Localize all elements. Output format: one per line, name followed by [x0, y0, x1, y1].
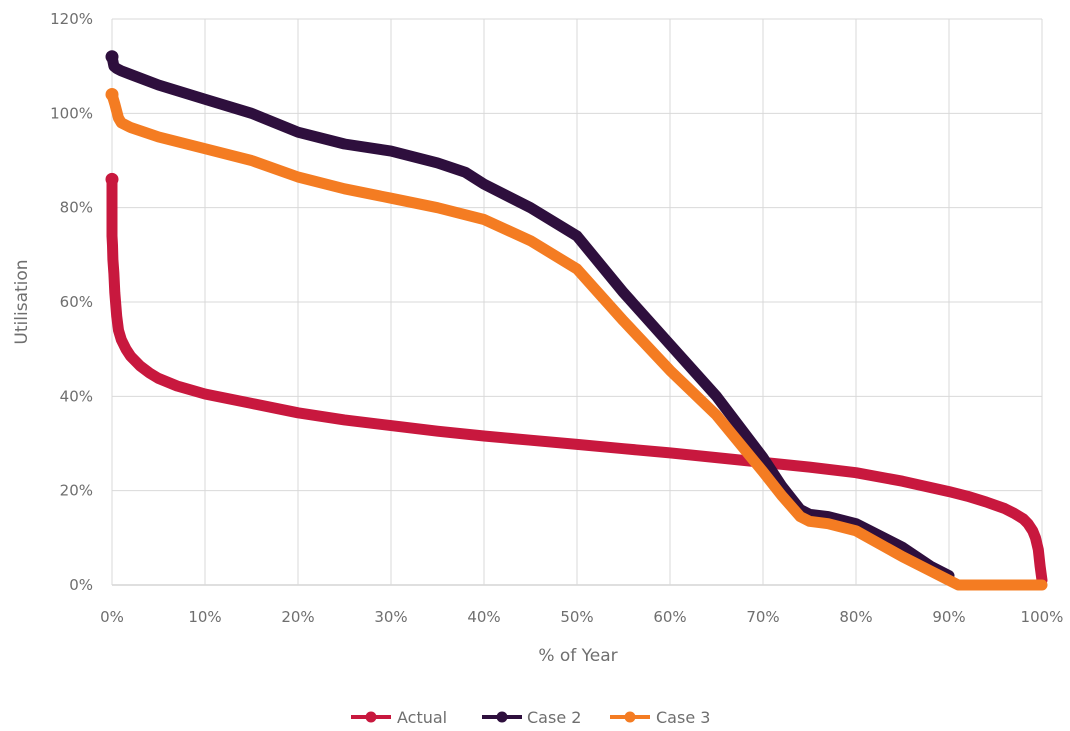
legend-label: Case 3: [656, 708, 710, 727]
x-tick-label: 40%: [467, 608, 500, 626]
grid-layer: [111, 18, 1043, 586]
y-tick-label: 60%: [60, 293, 93, 311]
x-tick-label: 90%: [932, 608, 965, 626]
y-tick-label: 0%: [69, 576, 93, 594]
series-line-case-2: [106, 51, 955, 582]
legend-item: Actual: [351, 708, 447, 727]
x-tick-label: 80%: [839, 608, 872, 626]
legend: Actual Case 2 Case 3: [351, 708, 710, 727]
x-tick-label: 50%: [560, 608, 593, 626]
series-point: [105, 87, 119, 101]
x-axis-ticks: 0% 10% 20% 30% 40% 50% 60% 70% 80% 90% 100%: [100, 608, 1063, 626]
series-point: [105, 172, 119, 186]
legend-item: Case 2: [482, 708, 581, 727]
series-line-case-3: [106, 89, 1048, 591]
series-layer: [105, 50, 1048, 591]
x-tick-label: 70%: [746, 608, 779, 626]
y-axis-title: Utilisation: [12, 259, 32, 344]
y-axis-ticks: 0% 20% 40% 60% 80% 100% 120%: [50, 10, 93, 594]
legend-marker: [365, 711, 377, 723]
y-tick-label: 100%: [50, 104, 93, 122]
legend-label: Actual: [397, 708, 447, 727]
x-tick-label: 30%: [374, 608, 407, 626]
legend-marker: [624, 711, 636, 723]
y-tick-label: 40%: [60, 387, 93, 405]
x-tick-label: 10%: [188, 608, 221, 626]
x-tick-label: 100%: [1021, 608, 1064, 626]
x-tick-label: 0%: [100, 608, 124, 626]
series-line-actual: [106, 173, 1048, 586]
x-tick-label: 20%: [281, 608, 314, 626]
x-axis-title: % of Year: [538, 646, 617, 666]
y-tick-label: 80%: [60, 199, 93, 217]
legend-label: Case 2: [527, 708, 581, 727]
y-tick-label: 120%: [50, 10, 93, 28]
legend-item: Case 3: [610, 708, 710, 727]
legend-marker: [496, 711, 508, 723]
y-tick-label: 20%: [60, 482, 93, 500]
series-point: [105, 50, 119, 64]
x-tick-label: 60%: [653, 608, 686, 626]
